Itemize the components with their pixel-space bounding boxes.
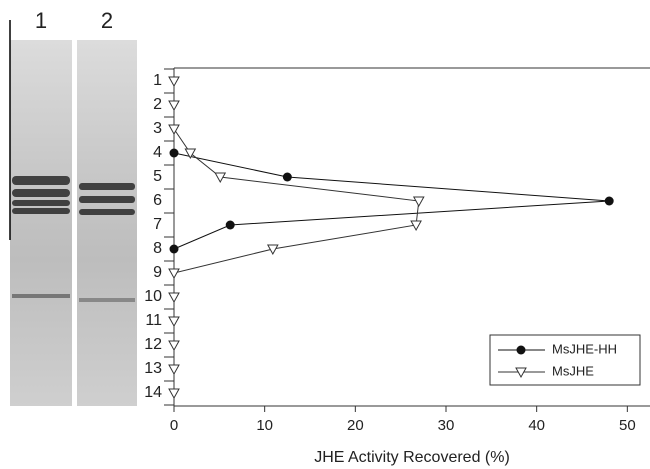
gel: 1 2 — [10, 8, 137, 406]
series-line — [174, 81, 419, 393]
y-tick-label: 12 — [144, 336, 162, 353]
y-tick-label: 4 — [153, 144, 162, 161]
y-tick-label: 8 — [153, 240, 162, 257]
legend-label: MsJHE-HH — [552, 341, 617, 356]
data-point — [170, 245, 179, 254]
x-tick-label: 0 — [170, 417, 178, 434]
data-point — [605, 197, 614, 206]
y-tick-label: 10 — [144, 288, 162, 305]
data-point — [169, 125, 179, 134]
y-tick-label: 1 — [153, 72, 162, 89]
legend-label: MsJHE — [552, 363, 594, 378]
data-point — [169, 317, 179, 326]
data-point — [283, 173, 292, 182]
y-tick-label: 9 — [153, 264, 162, 281]
data-point — [169, 389, 179, 398]
legend-marker — [517, 346, 526, 355]
data-point — [169, 269, 179, 278]
y-tick-label: 7 — [153, 216, 162, 233]
x-axis-label: JHE Activity Recovered (%) — [314, 449, 510, 466]
gel-band — [12, 294, 70, 298]
y-tick-label: 5 — [153, 168, 162, 185]
x-tick-label: 30 — [438, 417, 455, 434]
lane-label: 1 — [35, 8, 47, 33]
gel-band — [79, 298, 135, 302]
data-point — [169, 293, 179, 302]
x-tick-label: 50 — [619, 417, 636, 434]
data-point — [170, 149, 179, 158]
data-point — [185, 149, 195, 158]
y-tick-label: 3 — [153, 120, 162, 137]
data-point — [226, 221, 235, 230]
y-tick-label: 2 — [153, 96, 162, 113]
data-point — [414, 197, 424, 206]
gel-lane — [10, 40, 72, 406]
series-line — [174, 153, 609, 249]
y-tick-label: 13 — [144, 360, 162, 377]
data-point — [169, 365, 179, 374]
data-point — [169, 77, 179, 86]
y-tick-label: 14 — [144, 384, 162, 401]
y-tick-label: 11 — [145, 312, 162, 329]
y-tick-label: 6 — [153, 192, 162, 209]
x-tick-label: 10 — [256, 417, 273, 434]
data-point — [169, 341, 179, 350]
x-tick-label: 40 — [528, 417, 545, 434]
x-tick-label: 20 — [347, 417, 364, 434]
data-point — [169, 101, 179, 110]
lane-label: 2 — [101, 8, 113, 33]
gel-lane — [77, 40, 137, 406]
figure: 1 2 JHE Activity Recovered (%) 0 10 20 30 40… — [0, 0, 650, 469]
